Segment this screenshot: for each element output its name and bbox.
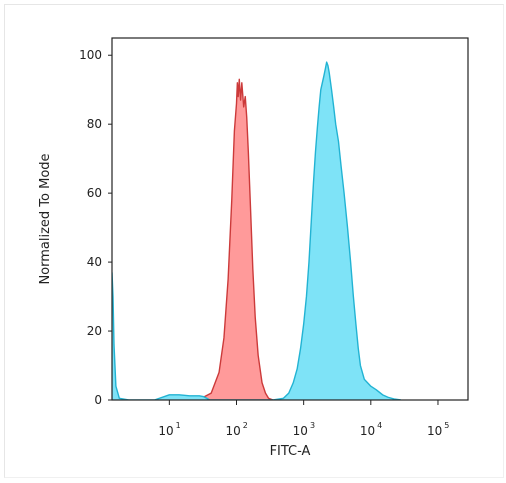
x-tick-label: 10 5 <box>427 421 449 438</box>
x-tick-label: 10 4 <box>360 421 382 438</box>
series-layer <box>112 61 401 400</box>
y-tick-label: 0 <box>94 393 102 407</box>
series-1-area <box>189 79 274 400</box>
y-axis-title: Normalized To Mode <box>38 153 53 284</box>
histogram-chart: 0 20 40 60 80 100 10 1 10 2 10 3 10 4 10 5 FITC-A Norm… <box>38 37 469 459</box>
figure-frame: 0 20 40 60 80 100 10 1 10 2 10 3 10 4 10 5 FITC-A Norm… <box>4 4 504 478</box>
y-axis: 0 20 40 60 80 100 <box>79 48 112 407</box>
y-tick-label: 60 <box>87 186 102 200</box>
series-1-outline <box>189 78 274 400</box>
series-2-area <box>112 62 401 400</box>
y-tick-label: 100 <box>79 48 102 62</box>
x-tick-label: 10 3 <box>293 421 315 438</box>
y-tick-label: 80 <box>87 117 102 131</box>
x-axis: 10 1 10 2 10 3 10 4 10 5 <box>158 400 449 438</box>
series-2-outline <box>112 61 401 400</box>
x-axis-title: FITC-A <box>270 444 311 459</box>
x-tick-label: 10 1 <box>158 421 180 438</box>
y-tick-label: 40 <box>87 255 102 269</box>
plot-frame <box>111 37 469 401</box>
x-tick-label: 10 2 <box>226 421 248 438</box>
y-tick-label: 20 <box>87 324 102 338</box>
